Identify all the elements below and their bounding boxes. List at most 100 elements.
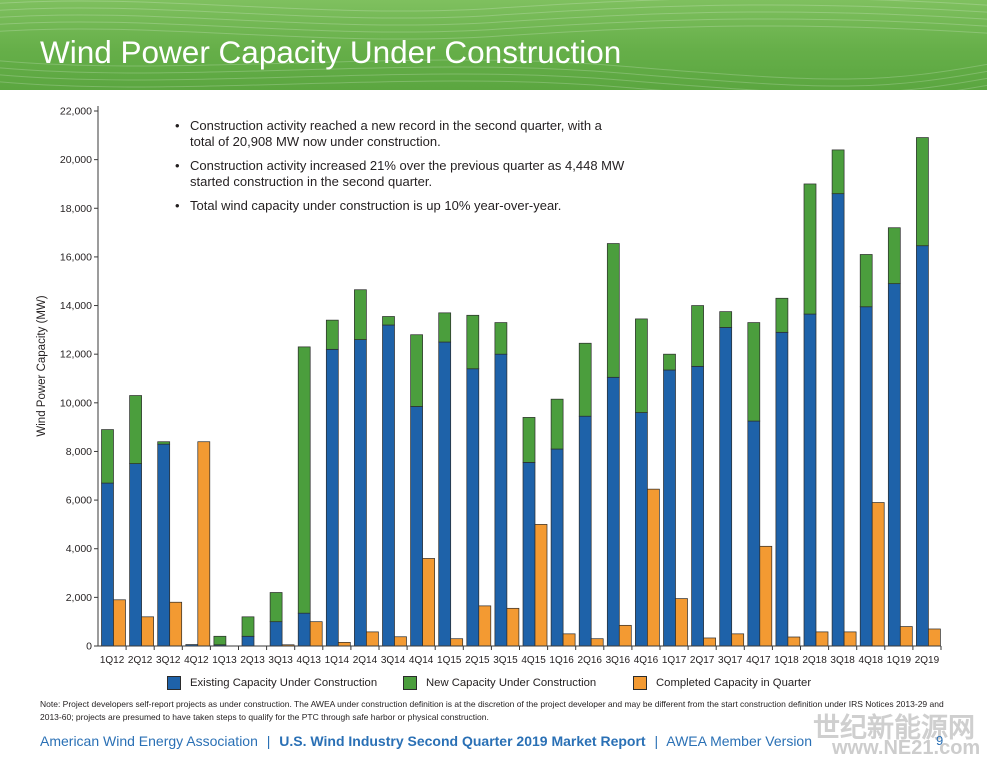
bar-new-2q16: [578, 342, 592, 417]
bar-existing-4q15: [522, 462, 536, 647]
bar-new-3q16: [606, 243, 620, 378]
bar-new-4q16: [635, 318, 648, 413]
bar-existing-2q16: [578, 415, 592, 647]
x-tick-label: 2Q14: [353, 655, 378, 666]
y-tick-label: 18,000: [60, 203, 92, 215]
bar-new-1q16: [550, 398, 564, 450]
bar-completed-4q18: [871, 502, 885, 647]
x-tick-label: 1Q19: [887, 655, 912, 666]
header-banner: Wind Power Capacity Under Construction: [0, 0, 987, 90]
y-tick-label: 12,000: [60, 349, 92, 361]
bar-new-1q13: [213, 635, 227, 646]
bar-new-1q18: [775, 297, 789, 333]
legend-swatch-new: [403, 676, 417, 690]
legend-swatch-completed: [633, 676, 647, 690]
bar-new-3q14: [382, 316, 395, 326]
bar-existing-1q14: [325, 348, 339, 647]
bar-existing-4q16: [635, 412, 648, 647]
bar-new-4q13: [297, 346, 311, 614]
x-tick-label: 3Q13: [268, 655, 293, 666]
x-tick-label: 3Q16: [606, 655, 631, 666]
x-tick-label: 3Q12: [156, 655, 181, 666]
bar-completed-1q17: [675, 598, 688, 647]
footer-version: AWEA Member Version: [666, 733, 813, 749]
y-tick-label: 16,000: [60, 251, 92, 263]
bar-existing-3q13: [269, 621, 283, 647]
y-tick-label: 4,000: [66, 543, 92, 555]
x-tick-label: 2Q18: [802, 655, 827, 666]
y-tick-label: 14,000: [60, 300, 92, 312]
bar-completed-1q15: [450, 638, 464, 647]
bar-completed-3q16: [618, 624, 632, 647]
bar-new-3q13: [269, 592, 283, 623]
y-tick-label: 22,000: [60, 106, 92, 118]
highlight-bullet: Total wind capacity under construction i…: [175, 198, 627, 214]
footer-organization: American Wind Energy Association: [40, 733, 258, 749]
bar-existing-1q18: [775, 331, 789, 647]
bar-existing-1q12: [101, 482, 114, 647]
bar-existing-2q17: [691, 365, 704, 647]
bar-completed-3q15: [506, 607, 520, 647]
bar-new-2q19: [916, 137, 929, 247]
bar-existing-2q15: [466, 368, 480, 647]
x-tick-label: 4Q13: [297, 655, 322, 666]
bar-completed-2q16: [590, 638, 604, 647]
footer: American Wind Energy Association | U.S. …: [40, 732, 812, 750]
x-tick-label: 2Q16: [578, 655, 603, 666]
x-tick-label: 1Q16: [549, 655, 574, 666]
bar-new-1q15: [438, 312, 452, 343]
legend-item-new: New Capacity Under Construction: [403, 675, 596, 691]
bar-existing-2q14: [354, 339, 367, 647]
x-tick-label: 4Q17: [746, 655, 771, 666]
footnote: Note: Project developers self-report pro…: [40, 699, 944, 722]
bar-completed-2q15: [478, 605, 492, 647]
bar-completed-3q14: [394, 636, 407, 647]
x-tick-label: 2Q15: [465, 655, 490, 666]
chart-labels: 0 2,000 4,000 6,000 8,000 10,000 12,000 14,000 1…: [60, 106, 940, 667]
bar-existing-4q17: [747, 420, 761, 647]
bar-new-1q17: [663, 353, 676, 371]
bar-new-4q14: [410, 334, 423, 407]
x-tick-label: 2Q13: [240, 655, 265, 666]
highlight-bullet: Construction activity reached a new reco…: [175, 118, 627, 149]
legend-label-existing: Existing Capacity Under Construction: [190, 677, 378, 689]
bar-new-3q12: [157, 441, 171, 445]
bar-existing-2q12: [129, 463, 142, 647]
bar-completed-4q17: [759, 545, 773, 647]
footer-separator: |: [654, 733, 659, 749]
bar-completed-4q15: [534, 524, 548, 647]
x-tick-label: 1Q12: [100, 655, 125, 666]
highlight-bullet: Construction activity increased 21% over…: [175, 158, 627, 189]
x-tick-label: 1Q18: [774, 655, 799, 666]
y-tick-label: 10,000: [60, 397, 92, 409]
x-tick-label: 1Q15: [437, 655, 462, 666]
x-tick-label: 4Q16: [634, 655, 659, 666]
bar-existing-1q15: [438, 341, 452, 647]
x-tick-label: 3Q18: [830, 655, 855, 666]
x-tick-label: 1Q13: [212, 655, 237, 666]
bar-new-2q18: [803, 183, 817, 315]
bar-new-1q14: [325, 319, 339, 350]
x-tick-label: 4Q14: [409, 655, 434, 666]
watermark-url: www.NE21.com: [832, 737, 981, 759]
bar-completed-2q19: [928, 628, 941, 647]
bar-existing-4q18: [859, 306, 873, 647]
bar-completed-3q18: [843, 631, 857, 647]
bar-existing-3q16: [606, 376, 620, 647]
x-tick-label: 3Q14: [381, 655, 406, 666]
x-tick-label: 3Q15: [493, 655, 518, 666]
bar-completed-3q12: [169, 601, 183, 647]
bar-existing-3q18: [831, 193, 845, 647]
bar-completed-4q14: [422, 558, 435, 647]
bar-completed-1q18: [787, 636, 801, 647]
header-wave-decoration: [0, 0, 987, 90]
bar-completed-1q19: [899, 626, 913, 647]
bar-existing-1q17: [663, 369, 676, 647]
legend-label-completed: Completed Capacity in Quarter: [656, 677, 812, 689]
x-tick-label: 1Q17: [662, 655, 687, 666]
bar-new-2q17: [691, 305, 704, 367]
bar-completed-4q13: [309, 621, 323, 647]
bar-new-2q15: [466, 314, 480, 370]
bar-completed-3q17: [731, 633, 745, 647]
